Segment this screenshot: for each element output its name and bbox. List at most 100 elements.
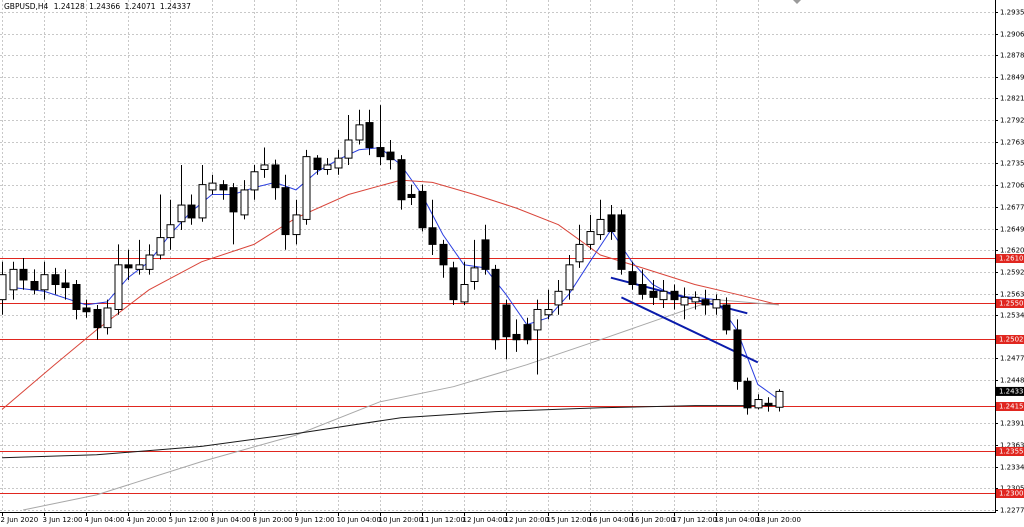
candle-body	[292, 214, 301, 236]
chart-shift-marker[interactable]	[793, 0, 801, 4]
candle-body	[9, 268, 18, 291]
x-tick-label: 2 Jun 2020	[1, 516, 39, 524]
candle-body	[355, 124, 364, 141]
candle-body	[260, 164, 269, 170]
candle-body	[617, 214, 626, 270]
candle-body	[418, 190, 427, 229]
moving-average	[22, 299, 779, 511]
candle-body	[481, 239, 490, 270]
y-tick-label: 1.29065	[1000, 31, 1024, 39]
candle-body	[156, 237, 165, 256]
x-tick-label: 8 Jun 04:00	[211, 516, 251, 524]
x-tick-label: 4 Jun 04:00	[85, 516, 125, 524]
candle-body	[449, 267, 458, 301]
candle-body	[250, 171, 259, 191]
level-label: 1.23000	[999, 490, 1024, 498]
candle-body	[512, 333, 521, 341]
level-label: 1.25026	[999, 336, 1024, 344]
candle-body	[145, 254, 154, 270]
candle-body	[344, 139, 353, 159]
candle-body	[596, 218, 605, 236]
x-tick-label: 18 Jun 04:00	[715, 516, 759, 524]
candle-body	[565, 264, 574, 291]
current-price-box	[996, 386, 1024, 396]
y-tick-label: 1.27350	[1000, 160, 1024, 168]
candle-body	[302, 156, 311, 220]
moving-average	[2, 405, 779, 459]
candle-body	[313, 157, 322, 170]
candle-body	[491, 268, 500, 341]
candle-body	[103, 307, 112, 329]
candle-body	[764, 402, 773, 407]
candle-body	[554, 290, 563, 306]
candle-body	[187, 204, 196, 219]
candle-body	[177, 204, 186, 223]
x-tick-label: 15 Jun 12:00	[547, 516, 591, 524]
x-tick-label: 17 Jun 12:00	[673, 516, 717, 524]
candle-body	[775, 390, 784, 408]
y-tick-label: 1.25920	[1000, 269, 1024, 277]
candle-body	[544, 308, 553, 316]
y-tick-label: 1.25345	[1000, 312, 1024, 320]
level-label: 1.24150	[999, 403, 1024, 411]
candle-body	[460, 284, 469, 303]
candle-body	[701, 299, 710, 306]
plot	[0, 105, 995, 511]
chart-header: GBPUSD,H4 1.24128 1.24366 1.24071 1.2433…	[4, 2, 191, 11]
moving-average	[12, 147, 780, 400]
candle-body	[271, 164, 280, 189]
open-value: 1.24128	[54, 2, 85, 11]
candle-body	[51, 274, 60, 286]
candle-body	[523, 324, 532, 341]
candle-body	[166, 224, 175, 239]
candle-body	[680, 296, 689, 306]
candle-body	[628, 271, 637, 286]
x-tick-label: 8 Jun 20:00	[253, 516, 293, 524]
x-tick-label: 11 Jun 12:00	[421, 516, 465, 524]
x-tick-label: 12 Jun 20:00	[505, 516, 549, 524]
candle-body	[439, 243, 448, 266]
y-tick-label: 1.26205	[1000, 247, 1024, 255]
candle-body	[72, 284, 81, 310]
candle-body	[365, 122, 374, 149]
candle-body	[40, 274, 49, 291]
candle-body	[334, 157, 343, 169]
candle-body	[638, 284, 647, 295]
level-label-box	[996, 299, 1024, 308]
candle-body	[502, 304, 511, 338]
level-label-box	[996, 489, 1024, 498]
candle-body	[533, 308, 542, 331]
candle-body	[712, 299, 721, 309]
x-tick-label: 12 Jun 04:00	[463, 516, 507, 524]
low-value: 1.24071	[125, 2, 156, 11]
candle-body	[124, 264, 133, 269]
candle-body	[722, 304, 731, 331]
x-tick-label: 16 Jun 04:00	[589, 516, 633, 524]
candle-body	[30, 280, 39, 291]
x-tick-label: 9 Jun 12:00	[295, 516, 335, 524]
x-tick-label: 4 Jun 20:00	[127, 516, 167, 524]
y-tick-label: 1.28210	[1000, 95, 1024, 103]
y-tick-label: 1.23630	[1000, 442, 1024, 450]
y-tick-label: 1.23055	[1000, 485, 1024, 493]
high-value: 1.24366	[89, 2, 120, 11]
candle-body	[0, 274, 7, 301]
candle-body	[670, 290, 679, 301]
candle-body	[649, 290, 658, 298]
level-label-box	[996, 402, 1024, 411]
level-label-box	[996, 447, 1024, 456]
y-tick-label: 1.27920	[1000, 117, 1024, 125]
y-tick-label: 1.25630	[1000, 291, 1024, 299]
current-price-label: 1.24337	[999, 387, 1024, 395]
level-label-box	[996, 254, 1024, 263]
x-tick-label: 3 Jun 12:00	[43, 516, 83, 524]
y-tick-label: 1.26490	[1000, 226, 1024, 234]
y-tick-label: 1.23340	[1000, 464, 1024, 472]
candle-body	[240, 189, 249, 216]
x-tick-label: 16 Jun 20:00	[631, 516, 675, 524]
y-tick-label: 1.28495	[1000, 74, 1024, 82]
candle-body	[691, 296, 700, 303]
candle-body	[114, 264, 123, 310]
